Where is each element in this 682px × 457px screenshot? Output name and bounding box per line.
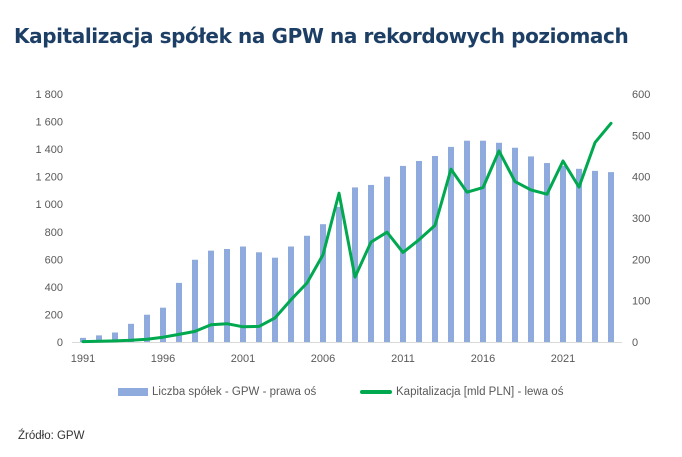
bar: [96, 335, 102, 342]
right-axis-tick-label: 600: [632, 89, 650, 101]
left-axis-tick-label: 800: [45, 227, 63, 239]
bar: [576, 168, 582, 342]
bar: [544, 163, 550, 342]
bar: [256, 252, 262, 342]
x-axis-tick-label: 1996: [151, 353, 175, 365]
bar: [192, 259, 198, 342]
x-axis-tick-label: 2016: [471, 353, 495, 365]
bar: [496, 142, 502, 342]
bar: [384, 176, 390, 342]
x-axis-tick-label: 2006: [311, 353, 335, 365]
bar: [528, 156, 534, 342]
right-axis-tick-label: 200: [632, 254, 650, 266]
chart-title: Kapitalizacja spółek na GPW na rekordowy…: [14, 24, 629, 48]
bar: [336, 206, 342, 342]
bar: [144, 314, 150, 342]
bar: [608, 172, 614, 342]
legend-label-line: Kapitalizacja [mld PLN] - lewa oś: [396, 386, 564, 398]
bar: [400, 165, 406, 342]
bar: [560, 165, 566, 342]
left-axis-tick-label: 1 600: [35, 117, 63, 129]
left-axis-tick-label: 200: [45, 309, 63, 321]
right-axis-tick-label: 0: [632, 337, 638, 349]
bar: [208, 250, 214, 342]
x-axis-tick-label: 2011: [391, 353, 415, 365]
bar: [240, 246, 246, 342]
bar: [592, 170, 598, 342]
bar: [224, 249, 230, 342]
bar: [448, 146, 454, 342]
legend-item-line: Kapitalizacja [mld PLN] - lewa oś: [360, 386, 563, 398]
right-axis-tick-label: 300: [632, 213, 650, 225]
x-axis-tick-label: 2001: [231, 353, 255, 365]
x-axis-tick-label: 1991: [71, 353, 95, 365]
bar: [416, 160, 422, 342]
left-axis-tick-label: 1 200: [35, 172, 63, 184]
bar: [320, 224, 326, 342]
right-axis-tick-label: 100: [632, 296, 650, 308]
bar: [304, 235, 310, 342]
bar: [112, 332, 118, 342]
left-axis-tick-label: 600: [45, 254, 63, 266]
bar: [176, 282, 182, 342]
right-axis-tick-label: 400: [632, 172, 650, 184]
legend-label-bars: Liczba spółek - GPW - prawa oś: [152, 386, 317, 398]
source-note: Źródło: GPW: [18, 430, 85, 442]
bar: [272, 257, 278, 342]
left-axis-tick-label: 1 800: [35, 89, 63, 101]
left-axis-tick-label: 0: [57, 337, 63, 349]
bar: [288, 246, 294, 342]
left-axis-tick-label: 1 000: [35, 199, 63, 211]
legend-swatch-bar: [118, 388, 148, 396]
capitalization-line: [81, 121, 613, 344]
bar: [80, 337, 86, 342]
legend-swatch-line: [360, 390, 392, 394]
bar: [352, 187, 358, 342]
left-axis-tick-label: 400: [45, 282, 63, 294]
bar: [464, 140, 470, 342]
bar: [368, 184, 374, 342]
bar: [480, 140, 486, 342]
bar: [128, 323, 134, 342]
bar: [512, 147, 518, 342]
right-axis-tick-label: 500: [632, 130, 650, 142]
bar: [160, 307, 166, 342]
left-axis-tick-label: 1 400: [35, 144, 63, 156]
bar: [432, 156, 438, 342]
x-axis-tick-label: 2021: [551, 353, 575, 365]
legend-item-bars: Liczba spółek - GPW - prawa oś: [118, 386, 316, 398]
